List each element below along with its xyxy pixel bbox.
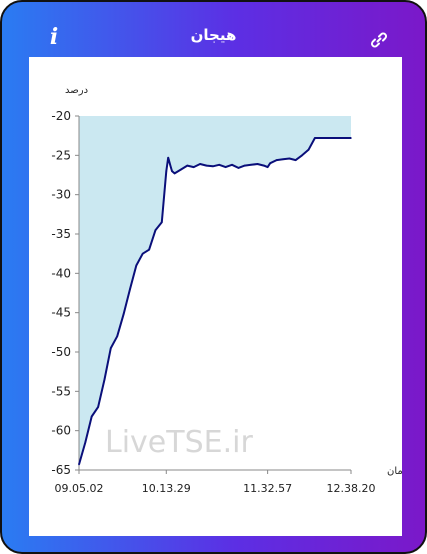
x-tick-label: 11.32.57 <box>243 482 292 495</box>
data-point <box>326 137 329 139</box>
data-point <box>275 159 278 161</box>
data-point <box>135 264 138 267</box>
data-point <box>173 172 176 175</box>
data-point <box>192 166 195 168</box>
series-line <box>78 137 351 465</box>
x-tick-label: 12.38.20 <box>327 482 376 495</box>
data-point <box>122 313 125 316</box>
data-point <box>339 137 342 139</box>
data-point <box>161 221 163 223</box>
data-point <box>301 154 303 157</box>
data-point <box>103 378 106 381</box>
data-point <box>345 137 348 139</box>
data-point <box>218 164 220 166</box>
y-tick-label: -65 <box>51 463 71 477</box>
plot-under-line <box>79 138 351 470</box>
data-point <box>314 137 316 139</box>
y-tick-label: -50 <box>51 345 71 359</box>
data-point <box>350 137 352 139</box>
data-point <box>231 164 233 166</box>
data-point <box>110 347 112 349</box>
data-point <box>320 137 323 139</box>
info-icon[interactable]: i <box>49 24 59 50</box>
y-tick-label: -60 <box>51 424 71 438</box>
y-tick-label: -55 <box>51 384 71 398</box>
data-point <box>237 167 240 169</box>
data-point <box>224 166 227 168</box>
data-point <box>84 441 87 444</box>
data-point <box>199 163 201 165</box>
data-point <box>141 252 144 255</box>
y-axis-label: درصد <box>65 85 88 96</box>
data-point <box>256 163 259 165</box>
y-tick-label: -30 <box>51 188 71 202</box>
watermark: LiveTSE.ir <box>105 425 253 460</box>
data-point <box>116 335 118 338</box>
y-tick-label: -20 <box>51 109 71 123</box>
data-point <box>167 156 169 159</box>
link-icon[interactable] <box>369 30 389 50</box>
data-point <box>212 165 214 168</box>
chart-panel: درصد زمان -20 -25 -30 -35 -40 -45 -50 -55 -60 -65… <box>29 57 408 536</box>
x-tick-label: 10.13.29 <box>142 482 191 495</box>
data-point <box>165 170 168 172</box>
data-point <box>78 463 80 466</box>
x-axis-label: زمان <box>387 466 402 477</box>
data-point <box>288 157 291 160</box>
data-point <box>269 162 271 164</box>
data-point <box>186 164 189 167</box>
data-point <box>129 288 131 290</box>
data-point <box>263 164 265 167</box>
data-point <box>250 164 252 166</box>
data-point <box>333 137 335 139</box>
data-point <box>148 248 150 251</box>
y-tick-label: -35 <box>51 227 71 241</box>
emotion-chart: درصد زمان -20 -25 -30 -35 -40 -45 -50 -55 -60 -65… <box>51 85 407 495</box>
data-point <box>307 149 310 151</box>
data-point <box>170 166 172 168</box>
page-title: هیجان <box>190 26 237 44</box>
x-tick-label: 09.05.02 <box>55 482 104 495</box>
data-point <box>266 166 269 168</box>
data-point <box>90 415 93 418</box>
data-point <box>180 168 182 171</box>
data-point <box>154 229 157 231</box>
data-point <box>171 170 173 172</box>
data-point <box>294 159 297 161</box>
y-tick-label: -40 <box>51 266 71 280</box>
data-point <box>243 164 246 167</box>
data-point <box>97 406 99 408</box>
y-tick-label: -45 <box>51 306 71 320</box>
data-point <box>205 164 208 167</box>
data-point <box>282 158 284 161</box>
y-tick-label: -25 <box>51 148 71 162</box>
header-bar: i هیجان <box>2 2 425 56</box>
